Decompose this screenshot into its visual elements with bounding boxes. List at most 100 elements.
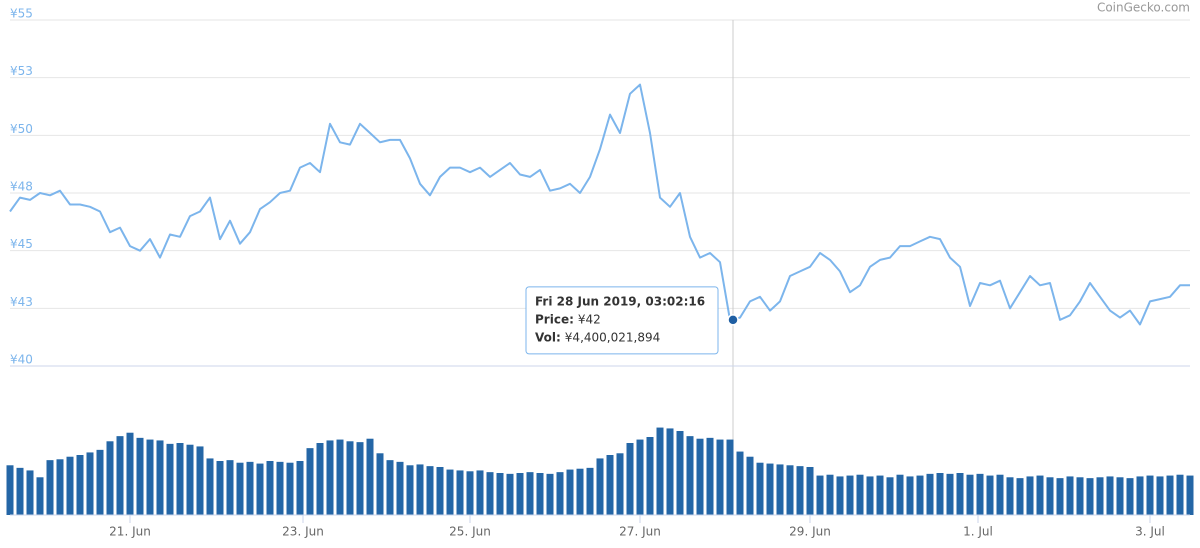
volume-bar [186, 444, 194, 515]
y-tick-label: ¥48 [10, 180, 33, 194]
volume-bar [296, 461, 304, 515]
volume-bar [266, 461, 274, 515]
x-tick-label: 1. Jul [963, 525, 993, 539]
volume-bar [206, 458, 214, 515]
x-tick-label: 23. Jun [282, 525, 324, 539]
volume-bar [46, 460, 54, 515]
volume-bar [476, 470, 484, 515]
volume-bar [176, 443, 184, 515]
volume-bar [686, 436, 694, 515]
volume-bar [516, 473, 524, 515]
volume-bar [86, 452, 94, 515]
volume-bar [886, 477, 894, 515]
volume-bar [236, 462, 244, 515]
volume-bar [256, 463, 264, 515]
volume-bar [606, 455, 614, 515]
volume-bar [6, 465, 14, 515]
volume-bar [636, 439, 644, 515]
volume-bar [1026, 476, 1034, 515]
volume-bar [656, 427, 664, 515]
volume-bar [146, 439, 154, 515]
volume-bar [1006, 477, 1014, 515]
volume-bar [646, 437, 654, 515]
volume-bar [306, 448, 314, 515]
volume-bar [586, 467, 594, 515]
volume-bar [806, 467, 814, 515]
volume-bar [736, 451, 744, 515]
tooltip-caption: Price: [535, 312, 574, 326]
y-tick-label: ¥45 [10, 237, 33, 251]
volume-bar [166, 443, 174, 515]
volume-bar [1116, 477, 1124, 515]
volume-bar [766, 463, 774, 515]
volume-bar [1146, 475, 1154, 515]
volume-bar [466, 471, 474, 515]
volume-bar [536, 473, 544, 515]
volume-bar [926, 473, 934, 515]
volume-bar [866, 476, 874, 515]
volume-bar [556, 472, 564, 515]
volume-bar [96, 449, 104, 515]
x-tick-label: 21. Jun [109, 525, 151, 539]
volume-bar [366, 438, 374, 515]
volume-bar [696, 438, 704, 515]
tooltip-box [525, 286, 719, 355]
volume-bar [1086, 478, 1094, 515]
volume-bar [706, 437, 714, 515]
volume-bar [1136, 476, 1144, 515]
tooltip-price: ¥42 [578, 312, 601, 326]
volume-bar [376, 453, 384, 515]
volume-bar [216, 461, 224, 515]
volume-bar [226, 460, 234, 515]
volume-bar [426, 466, 434, 515]
volume-bar [1176, 474, 1184, 515]
volume-bar [346, 441, 354, 515]
volume-bar [1056, 478, 1064, 515]
volume-bar [126, 432, 134, 515]
x-tick-label: 25. Jun [449, 525, 491, 539]
volume-bar [1016, 478, 1024, 515]
volume-bar [936, 473, 944, 515]
volume-bar [916, 475, 924, 515]
volume-bar [156, 440, 164, 515]
volume-bar [386, 460, 394, 515]
hover-marker [727, 314, 739, 326]
price-line [9, 83, 1190, 326]
volume-bar [106, 441, 114, 515]
volume-bar [1096, 477, 1104, 515]
x-tick-label: 29. Jun [789, 525, 831, 539]
tooltip-volume: ¥4,400,021,894 [565, 330, 660, 344]
y-tick-label: ¥43 [10, 295, 33, 309]
volume-bar [196, 446, 204, 515]
volume-bar [966, 474, 974, 515]
volume-bar [1106, 476, 1114, 515]
volume-bar [26, 470, 34, 515]
credit: CoinGecko.com [1097, 1, 1190, 15]
volume-bar [716, 439, 724, 515]
volume-bar [506, 473, 514, 515]
volume-bar [786, 465, 794, 515]
volume-bar [796, 466, 804, 515]
volume-bar [1126, 478, 1134, 515]
volume-bar [316, 443, 324, 515]
volume-bar [906, 476, 914, 515]
volume-bar [416, 464, 424, 515]
volume-bar [996, 474, 1004, 515]
tooltip-caption: Vol: [535, 330, 561, 344]
volume-bar [756, 462, 764, 515]
x-tick-label: 3. Jul [1135, 525, 1165, 539]
y-tick-label: ¥50 [10, 122, 33, 136]
volume-bar [276, 461, 284, 515]
volume-bar [976, 473, 984, 515]
volume-bar [396, 461, 404, 515]
volume-bar [616, 453, 624, 515]
volume-bar [546, 473, 554, 515]
volume-bar [896, 474, 904, 515]
volume-bar [1186, 475, 1194, 515]
tooltip-date: Fri 28 Jun 2019, 03:02:16 [535, 294, 705, 308]
volume-bar [446, 469, 454, 515]
y-tick-label: ¥40 [10, 353, 33, 367]
volume-bar [826, 474, 834, 515]
volume-bar [846, 475, 854, 515]
